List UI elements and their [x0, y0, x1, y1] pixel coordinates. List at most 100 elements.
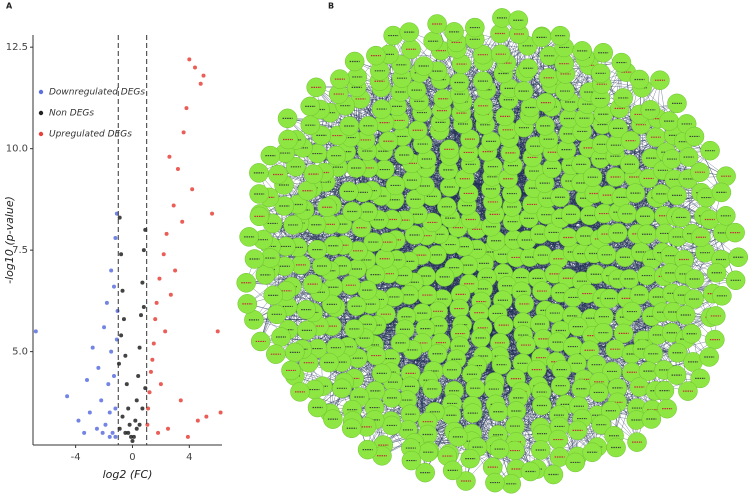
x-axis-title: log2 (FC)	[103, 468, 153, 481]
legend-marker	[38, 131, 44, 137]
legend-label: Non DEGs	[49, 109, 94, 119]
point	[112, 284, 116, 289]
legend-label: Upregulated DEGs	[49, 130, 132, 140]
point	[151, 341, 156, 346]
point	[112, 373, 116, 378]
point	[218, 410, 223, 415]
x-tick-label: -4	[71, 452, 81, 463]
point	[187, 57, 192, 62]
point	[163, 329, 168, 334]
point	[156, 430, 161, 435]
point	[113, 434, 118, 439]
point	[201, 73, 206, 78]
panel-label: B	[328, 2, 334, 11]
y-tick-label: 12.5	[6, 42, 28, 53]
point	[102, 325, 107, 330]
legend-marker	[38, 89, 44, 95]
point	[115, 309, 120, 314]
point	[141, 304, 146, 309]
point	[107, 434, 112, 439]
x-tick-label: 0	[129, 452, 135, 463]
point	[164, 231, 169, 236]
y-tick-label: 7.5	[12, 245, 28, 256]
point	[109, 268, 114, 273]
point	[145, 422, 150, 427]
network-nodes	[236, 8, 748, 494]
point	[193, 65, 197, 70]
point	[198, 81, 203, 86]
point	[137, 422, 142, 427]
point	[140, 280, 145, 285]
point	[123, 430, 128, 435]
point	[129, 434, 134, 439]
point	[126, 430, 131, 435]
point	[96, 365, 101, 370]
point	[167, 154, 172, 159]
y-tick-label: 10.0	[6, 144, 28, 155]
point	[113, 235, 118, 240]
point	[133, 418, 138, 423]
point	[33, 329, 38, 334]
point	[87, 410, 92, 415]
point	[181, 130, 186, 135]
point	[180, 219, 185, 224]
point	[117, 215, 122, 220]
point	[190, 187, 195, 192]
point	[110, 430, 115, 435]
point	[124, 382, 129, 387]
point	[185, 434, 190, 439]
point	[104, 300, 109, 305]
point	[134, 426, 139, 431]
y-tick-label: 5.0	[12, 347, 28, 358]
legend-label: Downregulated DEGs	[49, 88, 145, 98]
point	[119, 333, 124, 338]
point	[107, 410, 112, 415]
point	[184, 106, 189, 111]
point	[178, 398, 183, 403]
point	[139, 313, 143, 318]
point	[121, 317, 126, 322]
point	[100, 430, 105, 435]
point	[168, 292, 173, 297]
point	[136, 373, 141, 378]
point	[130, 438, 135, 443]
point	[148, 369, 153, 374]
point	[154, 300, 159, 305]
point	[113, 406, 118, 411]
point	[195, 418, 200, 423]
point	[99, 398, 104, 403]
point	[157, 276, 162, 281]
point	[171, 203, 176, 208]
point	[106, 382, 111, 387]
point	[131, 434, 136, 439]
point	[161, 252, 166, 257]
point	[126, 406, 131, 411]
point	[141, 248, 146, 253]
point	[175, 166, 180, 171]
point	[127, 422, 132, 427]
point	[65, 394, 70, 399]
point	[120, 288, 125, 293]
point	[173, 268, 178, 273]
point	[116, 361, 121, 366]
point	[140, 406, 145, 411]
point	[166, 426, 170, 431]
y-axis-title: -log10 (p-value)	[3, 196, 16, 284]
point	[137, 345, 142, 350]
point	[103, 422, 108, 427]
point	[158, 382, 163, 387]
point	[215, 329, 220, 334]
x-tick-label: 4	[186, 452, 192, 463]
legend-marker	[38, 110, 44, 116]
point	[147, 390, 152, 395]
point	[150, 357, 155, 362]
point	[76, 418, 81, 423]
point	[82, 430, 87, 435]
point	[153, 317, 158, 322]
point	[123, 353, 128, 358]
point	[134, 398, 139, 403]
point	[94, 426, 99, 431]
point	[210, 211, 215, 216]
point	[90, 345, 95, 350]
